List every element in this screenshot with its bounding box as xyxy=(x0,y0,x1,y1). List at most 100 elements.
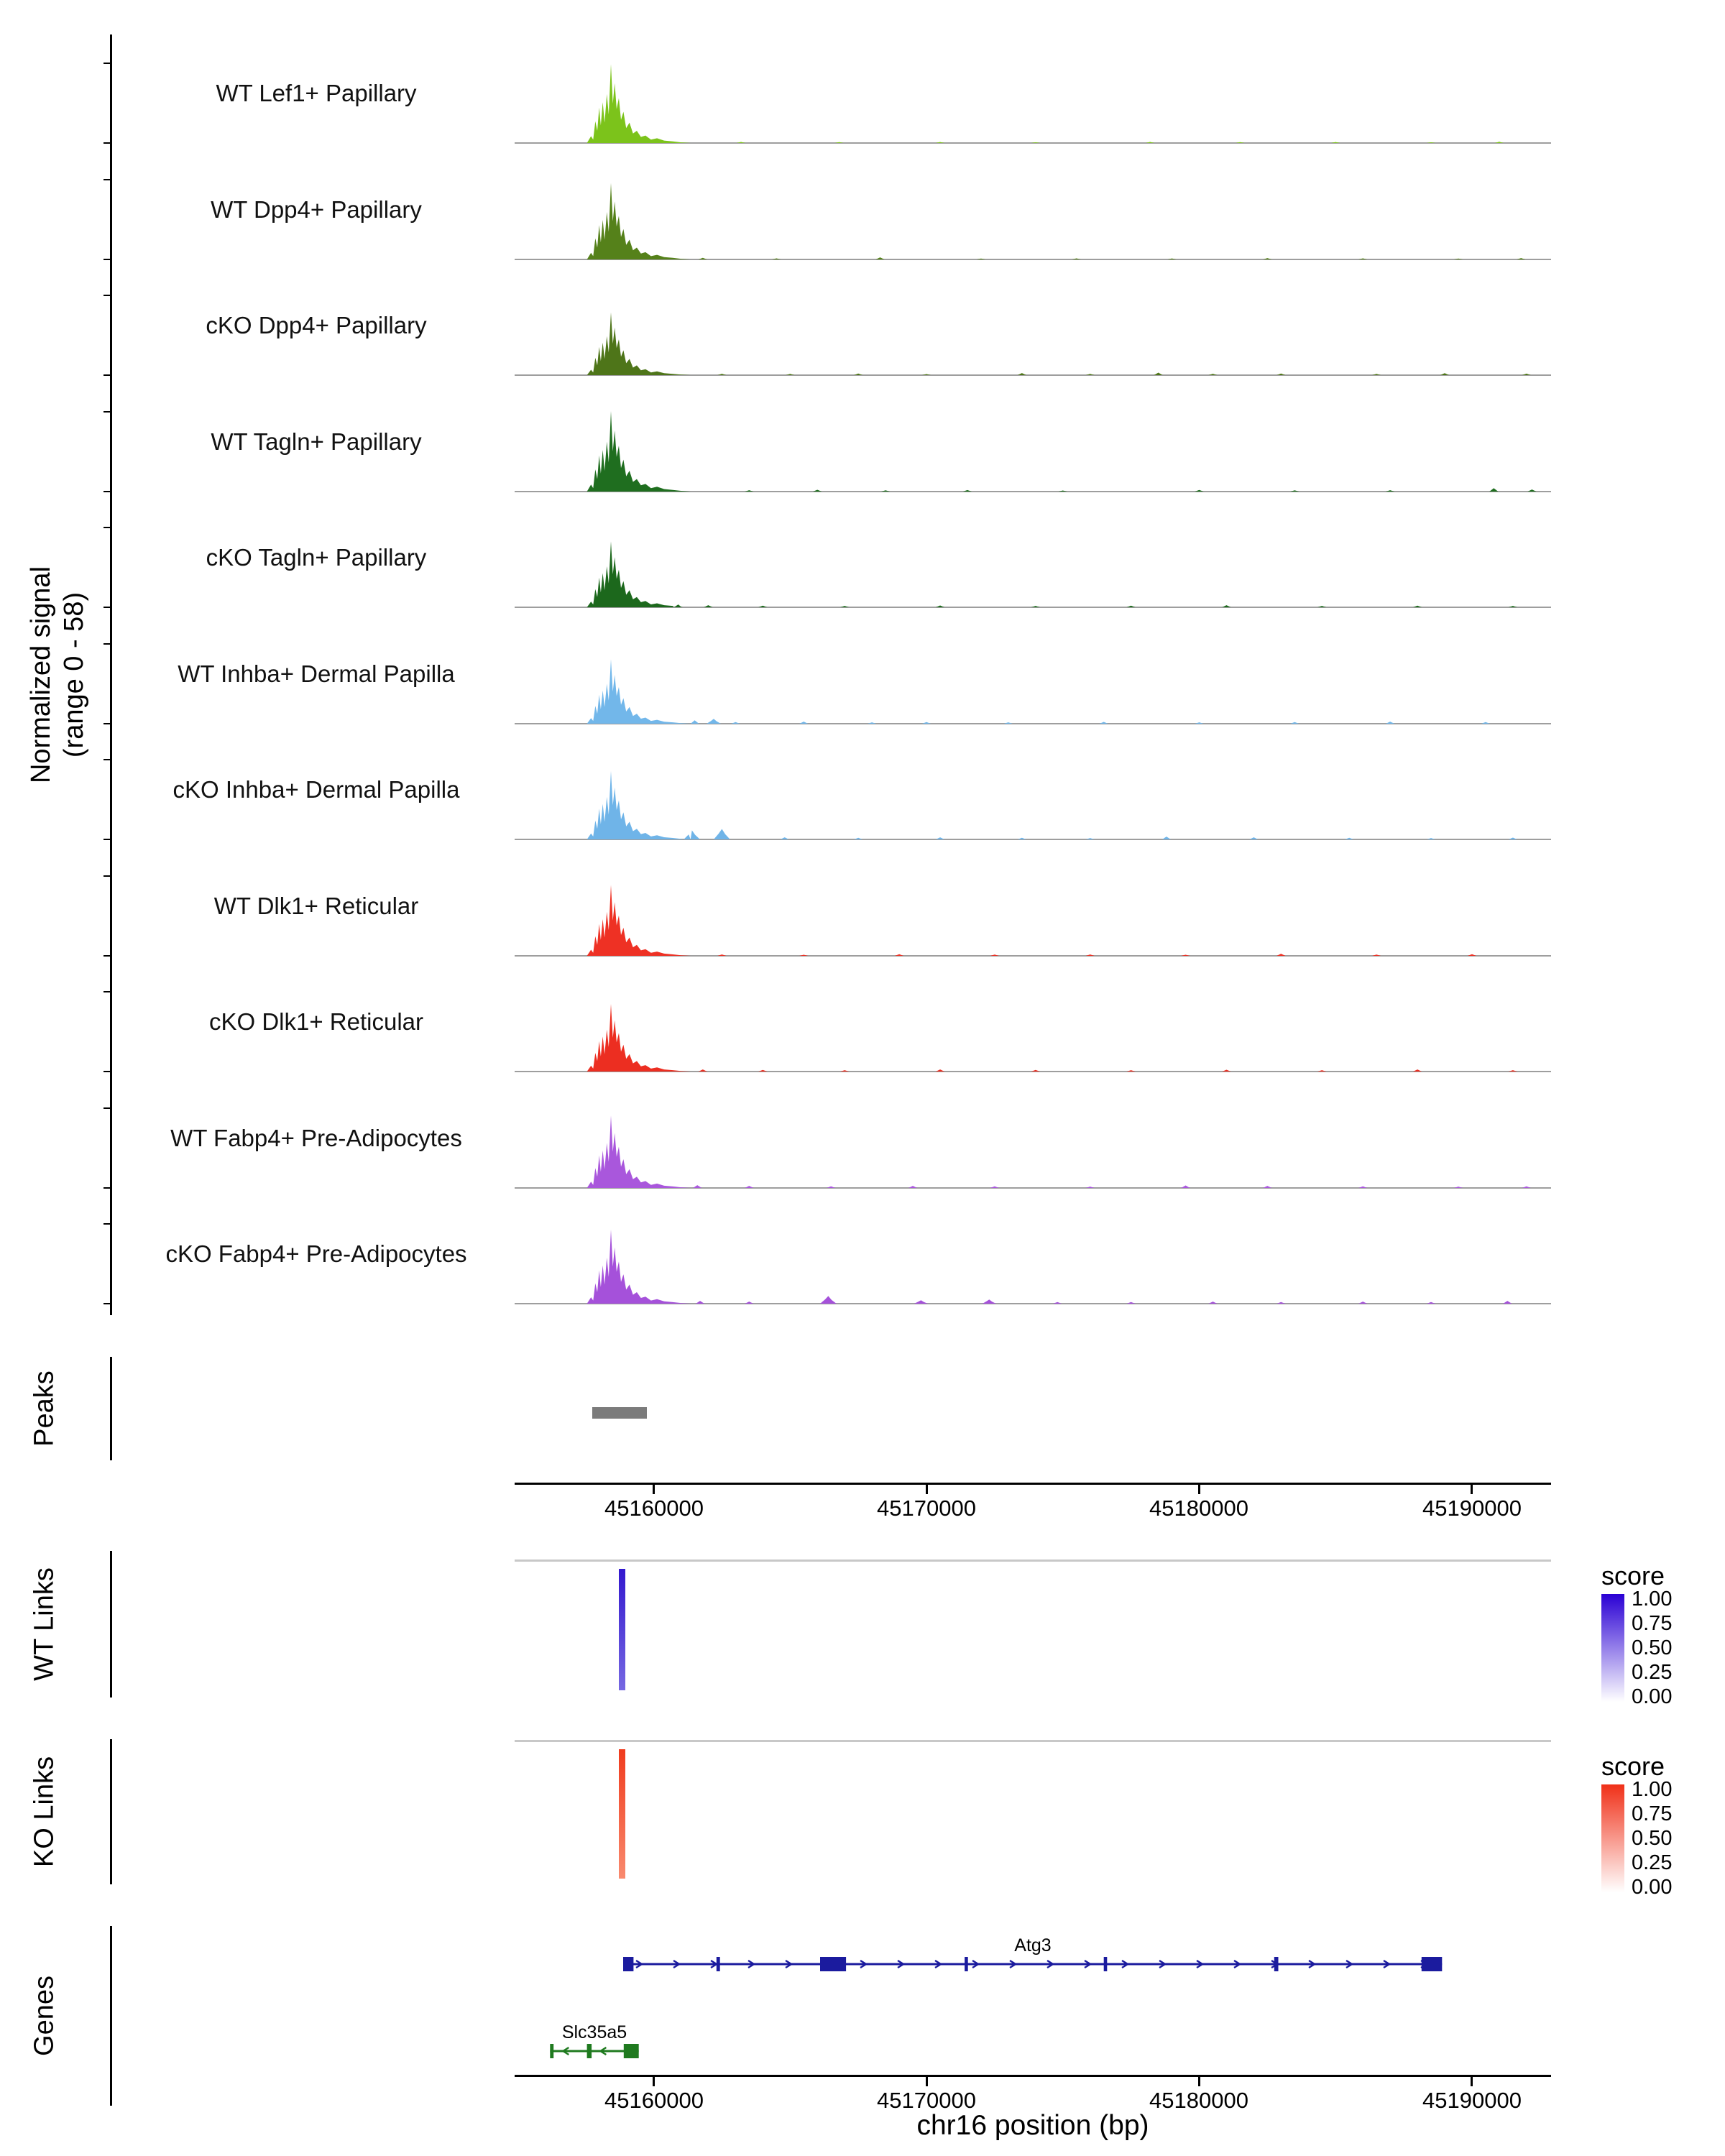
gene-strand-arrow xyxy=(785,1959,794,1969)
signal-area-5 xyxy=(515,658,1551,724)
gene-exon xyxy=(550,2044,554,2058)
signal-area-9 xyxy=(515,1115,1551,1188)
score-legend-title: score xyxy=(1601,1561,1665,1590)
signal-path-4 xyxy=(515,541,1551,607)
signal-area-4 xyxy=(515,541,1551,607)
gene-exon xyxy=(820,1957,847,1971)
signal-area-7 xyxy=(515,884,1551,956)
x-axis-tick-label: 45160000 xyxy=(604,2088,704,2113)
facet-y-tick xyxy=(104,527,111,528)
x-axis-tick-label: 45190000 xyxy=(1422,2088,1522,2113)
facet-y-tick xyxy=(104,142,111,144)
gene-strand-arrow xyxy=(1383,1959,1392,1969)
score-legend-label: 0.25 xyxy=(1632,1661,1673,1684)
track-label-8: cKO Dlk1+ Reticular xyxy=(208,1008,423,1035)
gene-strand-arrow xyxy=(599,2046,607,2056)
score-legend-label: 0.25 xyxy=(1632,1851,1673,1874)
gene-exon xyxy=(586,2044,592,2058)
gene-strand-arrow xyxy=(635,1959,644,1969)
gene-name-label: Atg3 xyxy=(1014,1935,1051,1955)
signal-path-1 xyxy=(515,183,1551,259)
track-baseline-0 xyxy=(515,142,1551,144)
signal-area-8 xyxy=(515,1003,1551,1072)
track-label-7: WT Dlk1+ Reticular xyxy=(213,892,419,919)
gene-strand-arrow xyxy=(748,1959,756,1969)
gene-strand-arrow xyxy=(1196,1959,1205,1969)
facet-y-tick xyxy=(104,991,111,992)
track-baseline-2 xyxy=(515,374,1551,376)
signal-area-2 xyxy=(515,312,1551,375)
signal-path-6 xyxy=(515,770,1551,839)
facet-y-tick xyxy=(104,490,111,492)
facet-y-tick xyxy=(104,607,111,608)
facet-y-tick xyxy=(104,1223,111,1225)
gene-strand-arrow xyxy=(1084,1959,1092,1969)
track-label-0: WT Lef1+ Papillary xyxy=(216,80,417,106)
facet-y-tick xyxy=(104,1187,111,1189)
score-legend-label: 0.00 xyxy=(1632,1876,1673,1899)
track-label-5: WT Inhba+ Dermal Papilla xyxy=(178,660,455,687)
track-baseline-6 xyxy=(515,839,1551,840)
track-label-10: cKO Fabp4+ Pre-Adipocytes xyxy=(165,1240,467,1267)
score-legend-title: score xyxy=(1601,1751,1665,1781)
signal-path-3 xyxy=(515,410,1551,492)
link-line xyxy=(619,1569,625,1690)
track-label-2: cKO Dpp4+ Papillary xyxy=(206,312,427,338)
gene-strand-arrow xyxy=(972,1959,980,1969)
track-label-1: WT Dpp4+ Papillary xyxy=(211,195,422,223)
score-legend-label: 1.00 xyxy=(1632,1778,1673,1801)
signal-area-6 xyxy=(515,770,1551,839)
gene-strand-arrow xyxy=(1233,1959,1242,1969)
facet-y-tick xyxy=(104,839,111,840)
gene-exon xyxy=(716,1957,720,1971)
facet-y-tick xyxy=(104,759,111,760)
track-label-9: WT Fabp4+ Pre-Adipocytes xyxy=(170,1124,462,1151)
track-label-6: cKO Inhba+ Dermal Papilla xyxy=(172,776,460,803)
x-axis-tick xyxy=(1471,1485,1473,1494)
track-baseline-7 xyxy=(515,954,1551,957)
x-axis-tick xyxy=(926,2077,928,2086)
facet-y-tick xyxy=(104,1303,111,1304)
signal-path-9 xyxy=(515,1115,1551,1188)
peaks-section-bracket xyxy=(110,1357,112,1460)
gene-strand-arrow xyxy=(1046,1959,1055,1969)
x-axis-tick xyxy=(926,1485,928,1494)
score-legend-label: 0.00 xyxy=(1632,1685,1673,1708)
genes-canvas: Atg3 Slc35a5 xyxy=(550,1935,1443,2058)
links-top-line xyxy=(515,1740,1551,1742)
signal-area-3 xyxy=(515,410,1551,492)
section-label-wt-links: WT Links xyxy=(29,1567,60,1681)
signal-area-0 xyxy=(515,64,1551,143)
track-baseline-4 xyxy=(515,607,1551,608)
x-axis-line xyxy=(515,1483,1551,1485)
signal-area-10 xyxy=(515,1230,1551,1304)
signal-path-8 xyxy=(515,1003,1551,1072)
score-legend-gradient xyxy=(1601,1784,1624,1892)
track-baseline-5 xyxy=(515,722,1551,724)
x-axis-tick-label: 45170000 xyxy=(877,1496,976,1521)
gene-strand-arrow xyxy=(561,2046,569,2056)
track-baseline-3 xyxy=(515,490,1551,492)
track-label-3: WT Tagln+ Papillary xyxy=(211,428,422,455)
score-legend-gradient xyxy=(1601,1594,1624,1702)
y-axis-label-line1: Normalized signal xyxy=(26,566,56,784)
facet-y-tick xyxy=(104,875,111,877)
track-baseline-10 xyxy=(515,1303,1551,1304)
score-legend-label: 0.50 xyxy=(1632,1827,1673,1850)
facet-y-tick xyxy=(104,722,111,724)
facet-y-tick xyxy=(104,258,111,260)
signal-path-0 xyxy=(515,64,1551,143)
x-axis-tick-label: 45160000 xyxy=(604,1496,704,1521)
track-baseline-9 xyxy=(515,1187,1551,1189)
gene-strand-arrow xyxy=(897,1959,906,1969)
x-axis-tick xyxy=(1198,2077,1200,2086)
x-axis-tick xyxy=(653,2077,655,2086)
x-axis-tick-label: 45190000 xyxy=(1422,1496,1522,1521)
gene-exon xyxy=(965,1957,968,1971)
x-axis-tick xyxy=(1198,1485,1200,1494)
section-label-genes: Genes xyxy=(29,1976,60,2056)
gene-exon xyxy=(1421,1957,1443,1971)
section-label-peaks: Peaks xyxy=(29,1370,60,1447)
wt-links-section-bracket xyxy=(110,1551,112,1697)
